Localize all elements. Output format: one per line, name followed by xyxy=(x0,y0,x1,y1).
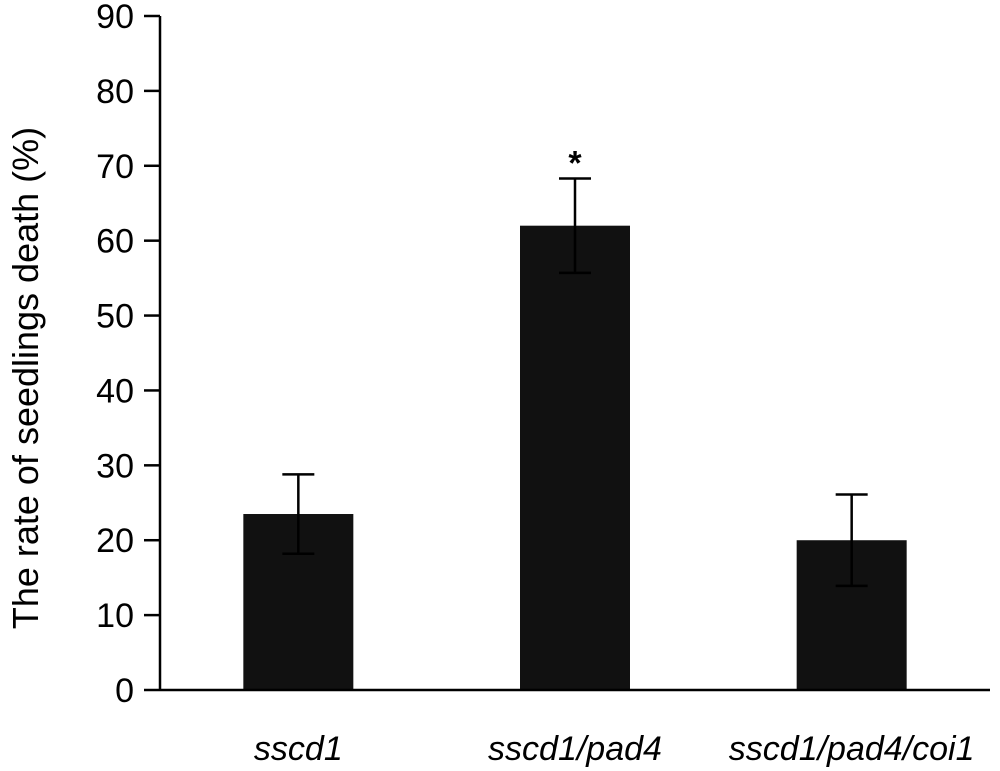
bars xyxy=(243,225,907,690)
x-category-label: sscd1/pad4/coi1 xyxy=(729,730,975,768)
significance-marker: * xyxy=(568,145,582,183)
y-axis-ticks: 0 10 20 30 40 50 60 70 80 90 xyxy=(96,0,160,710)
y-tick-label: 50 xyxy=(96,298,134,336)
x-axis-category-labels: sscd1 sscd1/pad4 sscd1/pad4/coi1 xyxy=(254,730,975,768)
y-tick-label: 60 xyxy=(96,223,134,261)
y-tick-label: 90 xyxy=(96,0,134,36)
y-tick-label: 10 xyxy=(96,597,134,635)
y-tick-label: 40 xyxy=(96,372,134,410)
error-bars: * xyxy=(282,145,868,588)
y-tick-label: 30 xyxy=(96,447,134,485)
y-tick-label: 0 xyxy=(115,672,134,710)
x-category-label: sscd1/pad4 xyxy=(488,730,662,768)
y-tick-label: 20 xyxy=(96,522,134,560)
x-category-label: sscd1 xyxy=(254,730,343,768)
y-axis-title: The rate of seedlings death (%) xyxy=(5,127,46,629)
y-tick-label: 80 xyxy=(96,73,134,111)
bar xyxy=(520,225,630,690)
y-tick-label: 70 xyxy=(96,148,134,186)
